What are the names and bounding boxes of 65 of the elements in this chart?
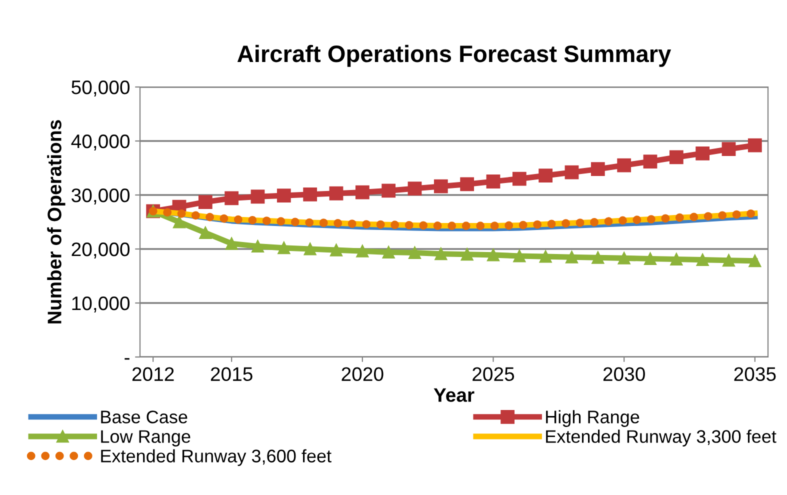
point <box>330 244 342 256</box>
y-tick-label: 50,000 <box>72 80 130 97</box>
point <box>460 177 474 192</box>
y-axis-title: Number of Operations <box>47 120 66 324</box>
point <box>199 226 212 240</box>
x-tick-label: 2012 <box>132 367 174 382</box>
y-tick-label: 10,000 <box>72 296 130 313</box>
point <box>460 248 474 261</box>
point <box>538 168 553 183</box>
point <box>643 154 658 168</box>
point <box>512 172 526 186</box>
point <box>513 250 526 262</box>
x-axis-title: Year <box>434 388 474 402</box>
point <box>250 190 265 204</box>
point <box>303 188 318 202</box>
point <box>566 250 578 264</box>
point <box>382 246 395 258</box>
x-tick-label: 2015 <box>210 367 252 382</box>
y-tick-label: - <box>124 358 130 360</box>
point <box>670 253 683 266</box>
y-tick-label: 40,000 <box>71 134 130 151</box>
legend-label: Base Case <box>101 410 188 424</box>
point <box>408 182 422 196</box>
point <box>356 244 369 258</box>
x-tick-label: 2025 <box>472 367 514 382</box>
x-tick-label: 2030 <box>603 367 645 382</box>
point <box>434 179 448 194</box>
point <box>618 252 630 264</box>
point <box>252 240 264 253</box>
y-tick-label: 20,000 <box>72 242 130 259</box>
legend-label: Low Range <box>101 430 190 446</box>
point <box>224 191 239 206</box>
legend-label: High Range <box>546 410 640 427</box>
point <box>748 138 762 152</box>
point <box>434 248 448 260</box>
point <box>276 188 291 202</box>
point <box>722 142 736 156</box>
point <box>564 165 579 180</box>
x-tick-label: 2035 <box>734 367 776 382</box>
point <box>329 186 344 200</box>
point <box>225 237 238 250</box>
point <box>355 185 370 200</box>
point <box>198 195 212 209</box>
x-tick-label: 2020 <box>342 367 384 382</box>
point <box>487 248 500 262</box>
point <box>486 174 500 188</box>
point <box>748 254 762 268</box>
point <box>696 254 709 266</box>
point <box>644 252 656 265</box>
legend-label: Extended Runway 3,600 feet <box>101 449 332 466</box>
y-tick-label: 30,000 <box>72 188 130 205</box>
point <box>696 146 710 160</box>
point <box>408 246 421 260</box>
point <box>173 216 186 228</box>
point <box>304 242 316 256</box>
legend-label: Extended Runway 3,300 feet <box>546 430 776 446</box>
point <box>590 162 605 176</box>
point <box>382 184 396 198</box>
point <box>539 250 552 263</box>
point <box>592 251 604 264</box>
point <box>669 150 684 164</box>
point <box>617 158 632 172</box>
chart-title: Aircraft Operations Forecast Summary <box>237 44 672 67</box>
point <box>722 254 735 267</box>
point <box>278 242 290 254</box>
